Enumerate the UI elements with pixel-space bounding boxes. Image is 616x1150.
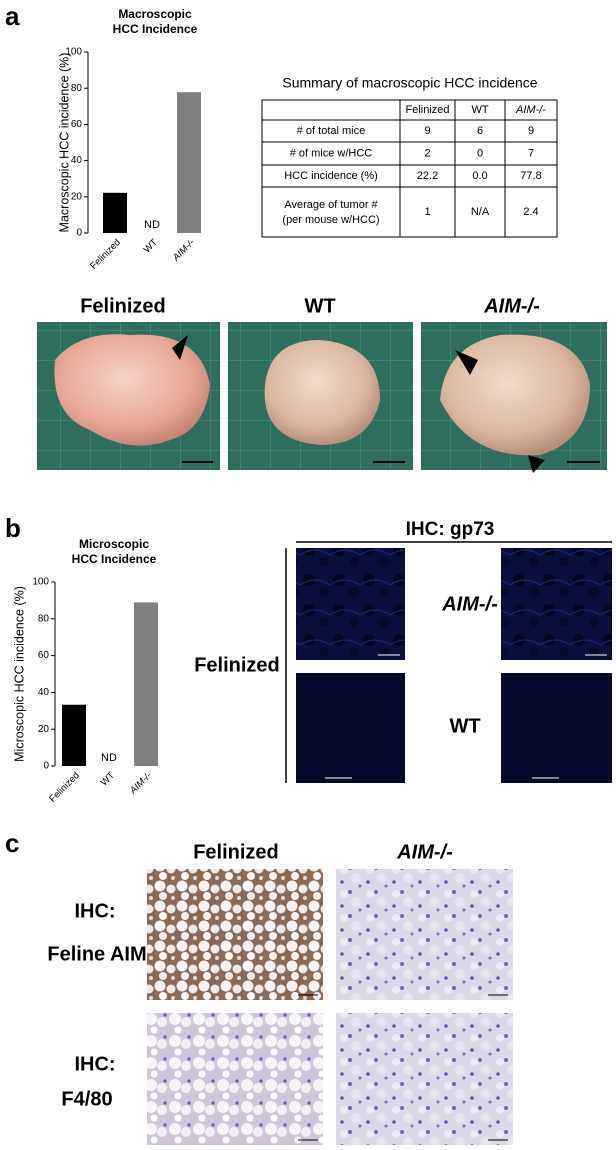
y-tick-label: 60 (71, 119, 83, 130)
micrograph (501, 548, 612, 660)
micrograph (501, 673, 612, 783)
bar (134, 602, 158, 766)
micrograph (336, 1013, 513, 1145)
micrograph (147, 1013, 323, 1145)
ihc-label: WT (449, 715, 480, 737)
x-tick-label: WT (142, 237, 160, 255)
photo-label: WT (304, 295, 335, 317)
table-cell: 0.0 (472, 170, 487, 182)
y-axis-label: Macroscopic HCC incidence (%) (57, 53, 71, 233)
table-cell: # of mice w/HCC (290, 147, 373, 159)
row-label: IHC: (74, 900, 115, 922)
table-cell: 9 (424, 125, 430, 137)
table-header: Felinized (405, 104, 449, 116)
bar (62, 704, 86, 766)
table-header: WT (471, 104, 488, 116)
panel-label: a (5, 1, 20, 31)
y-tick-label: 100 (65, 47, 82, 58)
chart-title: HCC Incidence (72, 552, 157, 566)
table-cell: # of total mice (297, 125, 365, 137)
table (261, 99, 558, 238)
table-cell: 7 (528, 147, 534, 159)
x-tick-label: AIM-/- (127, 770, 154, 797)
table-cell: 6 (477, 125, 483, 137)
y-tick-label: 0 (43, 761, 49, 772)
bar (177, 92, 201, 233)
row-label: Feline AIM (47, 943, 146, 965)
panel-label: c (5, 828, 19, 858)
y-tick-label: 40 (38, 687, 50, 698)
micrograph (296, 548, 405, 660)
y-tick-label: 80 (71, 83, 83, 94)
table-cell: 2.4 (523, 206, 538, 218)
table-header: AIM-/- (515, 104, 546, 116)
ihc-title: IHC: gp73 (406, 519, 495, 540)
table-cell: 1 (424, 206, 430, 218)
row-label: IHC: (74, 1053, 115, 1075)
y-axis-label: Microscopic HCC incidence (%) (12, 586, 26, 762)
x-tick-label: WT (99, 770, 117, 788)
table-cell: 22.2 (417, 170, 438, 182)
chart-title: Microscopic (79, 537, 149, 551)
micrograph (336, 869, 513, 1000)
y-tick-label: 60 (38, 650, 50, 661)
y-tick-label: 20 (38, 724, 50, 735)
annotation: ND (101, 752, 117, 764)
micrograph (296, 673, 405, 783)
table-cell: 77.8 (520, 170, 541, 182)
y-tick-label: 20 (71, 191, 83, 202)
column-label: AIM-/- (396, 841, 453, 863)
x-tick-label: Felinized (47, 770, 82, 805)
bar (103, 192, 127, 233)
table-cell: 0 (477, 147, 483, 159)
y-tick-label: 100 (32, 577, 49, 588)
liver-photo (37, 322, 220, 470)
table-cell: (per mouse w/HCC) (282, 214, 379, 226)
table-cell: HCC incidence (%) (284, 170, 378, 182)
row-label: Felinized (194, 654, 280, 676)
y-tick-label: 40 (71, 155, 83, 166)
panel-label: b (5, 513, 21, 543)
table-cell: 2 (424, 147, 430, 159)
chart-title: Macroscopic (118, 7, 192, 21)
row-label: F4/80 (61, 1088, 112, 1110)
annotation: ND (144, 219, 160, 231)
y-tick-label: 80 (38, 613, 50, 624)
liver-photo (228, 322, 413, 470)
photo-label: Felinized (80, 295, 166, 317)
table-title: Summary of macroscopic HCC incidence (282, 75, 537, 91)
x-tick-label: Felinized (88, 237, 123, 272)
table-cell: 9 (528, 125, 534, 137)
table-cell: Average of tumor # (284, 199, 378, 211)
ihc-label: AIM-/- (441, 593, 498, 615)
column-label: Felinized (193, 841, 279, 863)
chart-title: HCC Incidence (113, 22, 198, 36)
y-tick-label: 0 (76, 228, 82, 239)
liver-photo (421, 322, 607, 473)
table-cell: N/A (471, 206, 490, 218)
micrograph (147, 869, 323, 1000)
x-tick-label: AIM-/- (170, 237, 197, 264)
photo-label: AIM-/- (483, 295, 540, 317)
